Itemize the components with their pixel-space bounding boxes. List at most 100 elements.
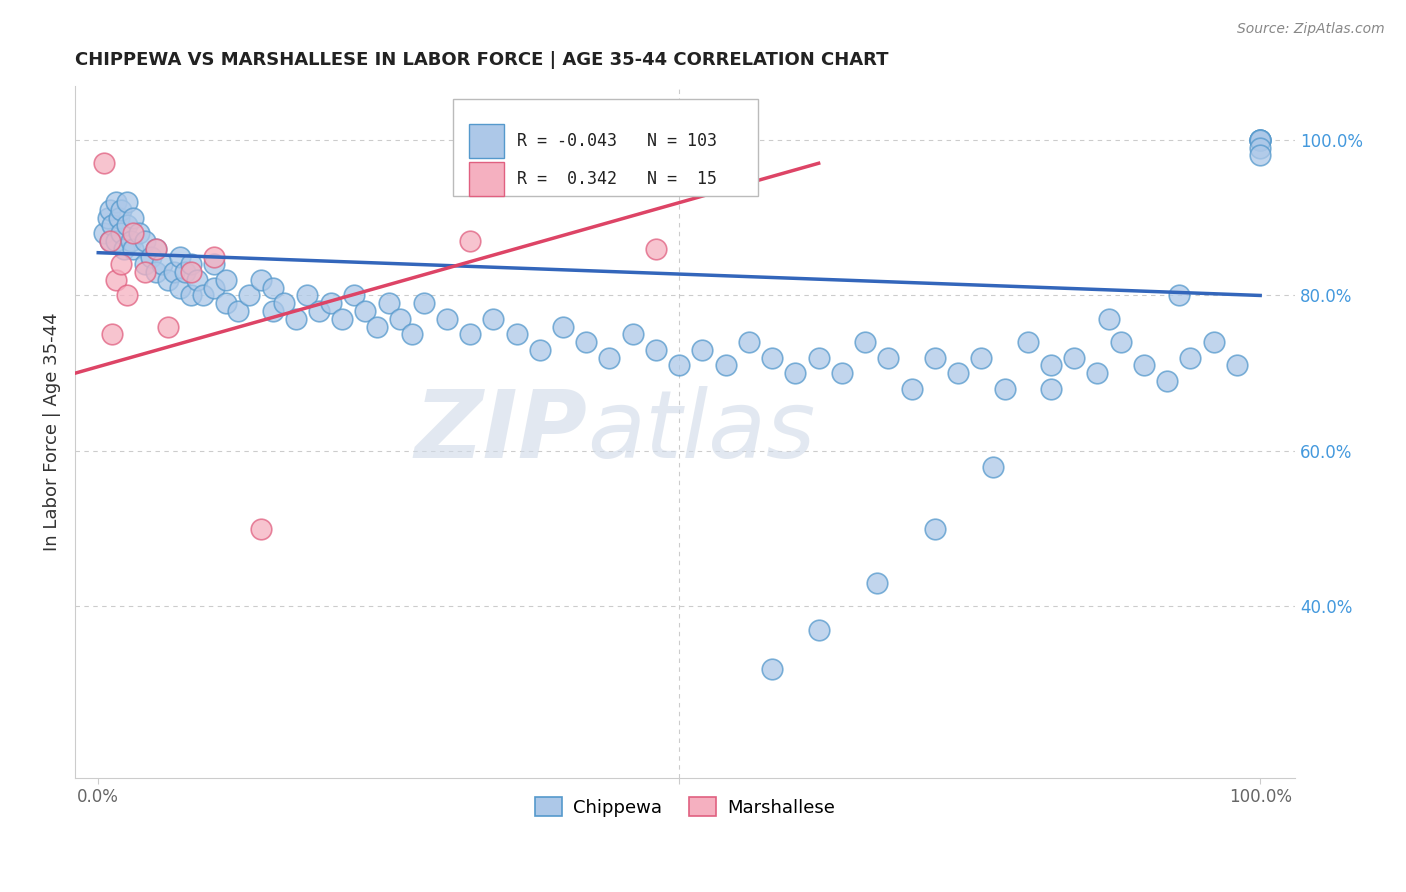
Point [156,319,179,334]
Point [93,226,115,240]
Point [354,304,377,318]
Point [807,351,830,365]
Point [215,273,238,287]
Point [853,335,876,350]
Point [104,273,127,287]
Point [668,359,690,373]
Point [1167,288,1189,302]
Point [112,242,135,256]
FancyBboxPatch shape [470,124,505,158]
Point [104,195,127,210]
Point [204,257,226,271]
Point [1017,335,1039,350]
Point [180,288,202,302]
Point [169,281,191,295]
Point [645,242,668,256]
Point [761,351,783,365]
Point [262,281,284,295]
Point [104,234,127,248]
Point [134,265,156,279]
Point [1109,335,1132,350]
Point [436,311,458,326]
Point [924,522,946,536]
Point [1180,351,1202,365]
Point [169,250,191,264]
Point [98,234,121,248]
Point [308,304,330,318]
Point [946,366,969,380]
Text: atlas: atlas [588,386,815,477]
Legend: Chippewa, Marshallese: Chippewa, Marshallese [527,790,842,824]
Point [139,250,162,264]
Point [412,296,434,310]
Point [101,219,124,233]
Point [1063,351,1085,365]
Point [401,327,423,342]
Point [250,273,273,287]
Point [807,623,830,637]
Point [529,343,551,357]
Point [122,226,145,240]
Point [366,319,388,334]
Point [1133,359,1156,373]
Point [900,382,922,396]
Text: R =  0.342   N =  15: R = 0.342 N = 15 [516,170,717,188]
Point [238,288,260,302]
Point [180,265,202,279]
Point [377,296,399,310]
Point [297,288,319,302]
Point [1249,148,1271,162]
Point [117,288,139,302]
Point [1249,141,1271,155]
Point [1040,382,1063,396]
Point [458,327,481,342]
Point [343,288,366,302]
Text: Source: ZipAtlas.com: Source: ZipAtlas.com [1237,22,1385,37]
Point [98,202,121,217]
Point [993,382,1015,396]
Point [150,257,173,271]
Point [1249,133,1271,147]
Point [110,226,132,240]
Point [122,242,145,256]
Point [284,311,307,326]
Point [273,296,295,310]
Point [458,234,481,248]
Point [110,202,132,217]
Point [134,257,156,271]
Point [101,327,124,342]
Point [1156,374,1178,388]
Point [98,234,121,248]
Point [598,351,620,365]
Point [866,576,889,591]
Point [191,288,214,302]
Point [738,335,761,350]
FancyBboxPatch shape [470,162,505,196]
Point [145,265,167,279]
Point [180,257,202,271]
Point [226,304,249,318]
Point [174,265,197,279]
Point [1249,133,1271,147]
Point [120,234,142,248]
Point [134,234,156,248]
Point [575,335,598,350]
Y-axis label: In Labor Force | Age 35-44: In Labor Force | Age 35-44 [44,312,60,551]
Point [1202,335,1225,350]
Point [831,366,853,380]
FancyBboxPatch shape [453,99,758,196]
Point [204,281,226,295]
Point [645,343,668,357]
Point [145,242,167,256]
Point [204,250,226,264]
Point [551,319,574,334]
Point [1249,133,1271,147]
Point [785,366,807,380]
Point [692,343,714,357]
Point [122,211,145,225]
Point [117,195,139,210]
Point [505,327,527,342]
Point [1098,311,1121,326]
Point [761,662,783,676]
Point [621,327,644,342]
